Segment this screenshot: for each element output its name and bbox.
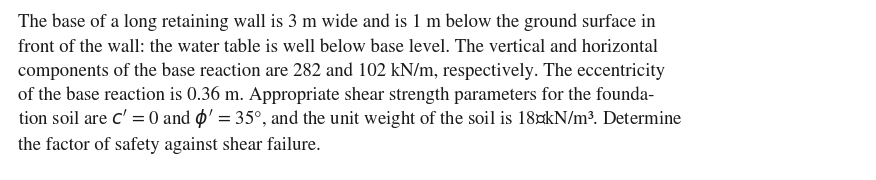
Text: tion soil are $c'$ = 0 and $\phi'$ = 35°, and the unit weight of the soil is 18 : tion soil are $c'$ = 0 and $\phi'$ = 35°… (18, 107, 683, 131)
Text: The base of a long retaining wall is 3 m wide and is 1 m below the ground surfac: The base of a long retaining wall is 3 m… (18, 13, 655, 31)
Text: the factor of safety against shear failure.: the factor of safety against shear failu… (18, 136, 321, 154)
Text: front of the wall: the water table is well below base level. The vertical and ho: front of the wall: the water table is we… (18, 38, 658, 55)
Text: components of the base reaction are 282 and 102 kN/m, respectively. The eccentri: components of the base reaction are 282 … (18, 62, 665, 80)
Text: of the base reaction is 0.36 m. Appropriate shear strength parameters for the fo: of the base reaction is 0.36 m. Appropri… (18, 86, 654, 105)
